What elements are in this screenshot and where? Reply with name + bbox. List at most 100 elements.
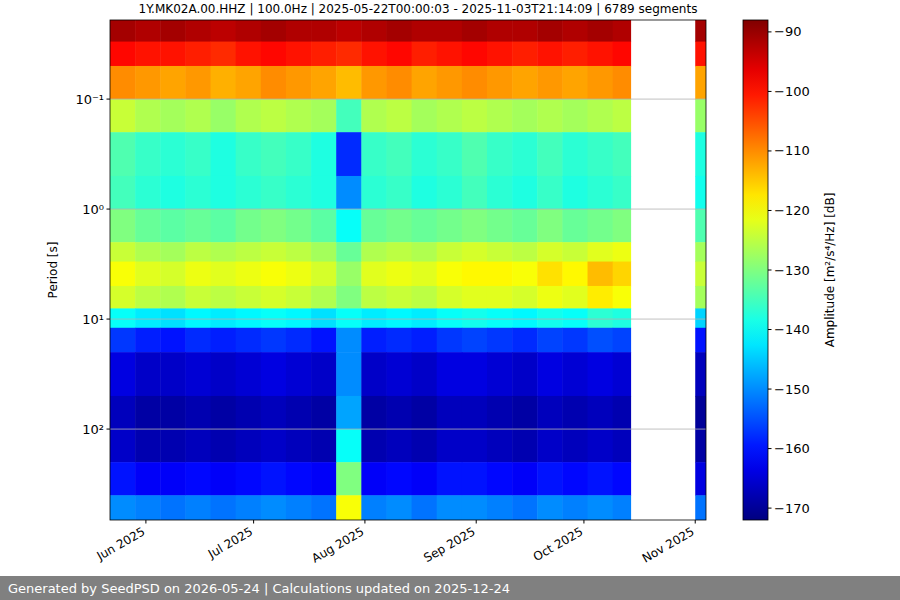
cell (185, 495, 211, 520)
cell (695, 66, 706, 100)
cell (386, 66, 412, 100)
cell (562, 132, 588, 176)
tick-label: Sep 2025 (421, 524, 477, 565)
cells (110, 20, 706, 520)
cell (512, 242, 538, 262)
cell (437, 396, 463, 430)
cell (537, 132, 563, 176)
cell (135, 352, 161, 396)
cell (110, 132, 136, 176)
cell (562, 286, 588, 309)
cell (537, 352, 563, 396)
cell (562, 209, 588, 243)
cell (336, 176, 362, 210)
cell (286, 495, 312, 520)
cell (110, 352, 136, 396)
cell (462, 209, 488, 243)
cell (437, 132, 463, 176)
cell (386, 352, 412, 396)
cell (311, 286, 337, 309)
cell (311, 308, 337, 328)
grid-line (110, 429, 706, 430)
cell (135, 132, 161, 176)
cell (412, 286, 438, 309)
cell (487, 209, 513, 243)
cell (613, 176, 631, 210)
cell (185, 20, 211, 42)
cell (185, 209, 211, 243)
cell (537, 328, 563, 353)
cell (537, 262, 563, 287)
cell (311, 396, 337, 430)
cell (160, 209, 186, 243)
tick-label: −100 (774, 84, 810, 99)
cell (261, 132, 287, 176)
cell (613, 396, 631, 430)
cell (386, 242, 412, 262)
cell (286, 308, 312, 328)
cell (211, 99, 237, 133)
cell (236, 176, 262, 210)
cell (135, 42, 161, 67)
cell (695, 132, 706, 176)
cell (437, 209, 463, 243)
cell (311, 242, 337, 262)
tick (768, 448, 772, 449)
cell (487, 262, 513, 287)
cell (211, 209, 237, 243)
cell (386, 462, 412, 496)
cell (487, 176, 513, 210)
tick (768, 150, 772, 151)
cell (135, 66, 161, 100)
cell (261, 328, 287, 353)
cell (236, 20, 262, 42)
cell (135, 396, 161, 430)
cell (311, 429, 337, 463)
cell (135, 242, 161, 262)
cell (286, 209, 312, 243)
cell (211, 242, 237, 262)
cell (462, 42, 488, 67)
cell (412, 242, 438, 262)
cell (613, 132, 631, 176)
cell (110, 396, 136, 430)
cell (412, 99, 438, 133)
cell (110, 99, 136, 133)
cell (588, 66, 614, 100)
tick (107, 429, 111, 430)
cell (613, 262, 631, 287)
cell (588, 328, 614, 353)
tick-label: 10² (82, 422, 104, 437)
cell (160, 242, 186, 262)
cell (613, 352, 631, 396)
cell (286, 20, 312, 42)
cell (412, 42, 438, 67)
colorbar-label: Amplitude [m²/s⁴/Hz] [dB] (823, 193, 837, 348)
cell (695, 42, 706, 67)
cell (588, 429, 614, 463)
cell (588, 99, 614, 133)
cell (562, 429, 588, 463)
cell (512, 132, 538, 176)
cell (236, 209, 262, 243)
cell (160, 42, 186, 67)
cell (412, 396, 438, 430)
cell (336, 352, 362, 396)
cell (537, 99, 563, 133)
cell (311, 132, 337, 176)
cell (588, 132, 614, 176)
cell (437, 262, 463, 287)
cell (261, 66, 287, 100)
tick (768, 389, 772, 390)
tick (583, 520, 584, 524)
cell (588, 462, 614, 496)
cell (211, 262, 237, 287)
cell (185, 132, 211, 176)
cell (695, 429, 706, 463)
cell (588, 20, 614, 42)
tick-label: Jun 2025 (94, 524, 148, 563)
cell (386, 132, 412, 176)
tick (145, 520, 146, 524)
tick (364, 520, 365, 524)
cell (185, 262, 211, 287)
